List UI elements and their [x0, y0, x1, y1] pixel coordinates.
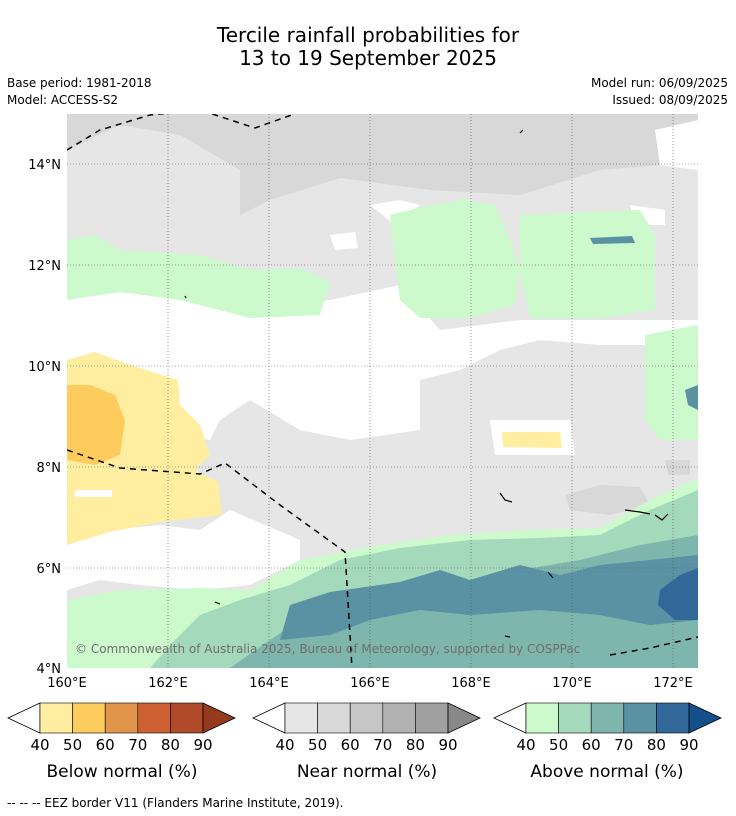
lon-label: 160°E — [47, 676, 87, 691]
below-normal-50-region — [67, 385, 125, 465]
below-normal-40-patch — [502, 432, 562, 448]
colorbar-segment — [525, 702, 559, 734]
lon-label: 172°E — [653, 676, 693, 691]
lat-label: 10°N — [28, 360, 61, 375]
model-run: Model run: 06/09/2025 — [590, 76, 728, 90]
colorbar-tick-label: 90 — [679, 736, 698, 754]
colorbar-tick-label: 60 — [341, 736, 360, 754]
island-outlines — [184, 129, 669, 638]
base-period: Base period: 1981-2018 — [7, 76, 152, 90]
colorbar-segment — [137, 702, 171, 734]
above-normal-40-region-central — [390, 200, 520, 318]
colorbar-segment — [558, 702, 592, 734]
colorbar-segment — [39, 702, 73, 734]
above-normal-70-region — [280, 555, 698, 640]
neutral-zone-patches — [330, 120, 698, 250]
colorbar-above-normal: 40 50 60 70 80 90 — [493, 702, 722, 754]
colorbar-near-normal: 40 50 60 70 80 90 — [252, 702, 481, 754]
above-normal-70-patches — [590, 236, 698, 410]
near-normal-60-patch — [565, 485, 650, 515]
lat-label: 6°N — [37, 562, 62, 577]
colorbar-segment — [72, 702, 106, 734]
colorbar-tick-label: 50 — [63, 736, 82, 754]
colorbar-tick-label: 60 — [96, 736, 115, 754]
above-normal-80-region — [658, 568, 698, 620]
above-normal-40-region-west — [67, 235, 330, 318]
eez-border-lines — [67, 114, 698, 668]
colorbar-segment — [170, 702, 204, 734]
lon-label: 166°E — [350, 676, 390, 691]
lat-label: 12°N — [28, 259, 61, 274]
above-normal-40-region-east — [520, 210, 655, 318]
lat-label: 14°N — [28, 158, 61, 173]
colorbar-tick-label: 80 — [647, 736, 666, 754]
colorbar-segment — [623, 702, 657, 734]
eez-footnote: -- -- -- EEZ border V11 (Flanders Marine… — [7, 796, 344, 810]
colorbar-max-arrow — [688, 702, 722, 734]
colorbar-segment — [590, 702, 625, 734]
colorbar-max-arrow — [447, 702, 481, 734]
colorbar-segment — [349, 702, 384, 734]
longitude-labels: 160°E 162°E 164°E 166°E 168°E 170°E 172°… — [47, 676, 693, 691]
colorbar-segment — [104, 702, 139, 734]
colorbar-tick-label: 90 — [193, 736, 212, 754]
chart-title-line1: Tercile rainfall probabilities for — [216, 23, 520, 47]
colorbar-tick-label: 40 — [516, 736, 535, 754]
colorbar-tick-label: 50 — [308, 736, 327, 754]
neutral-zone-upper — [67, 285, 698, 440]
model-name: Model: ACCESS-S2 — [7, 93, 119, 107]
colorbar-min-arrow — [252, 702, 286, 734]
colorbar-segment — [382, 702, 416, 734]
near-normal-60-region — [67, 114, 698, 215]
above-normal-40-region-far-east — [645, 325, 698, 440]
colorbar-tick-label: 80 — [406, 736, 425, 754]
colorbar-tick-label: 40 — [275, 736, 294, 754]
colorbar-below-normal: 40 50 60 70 80 90 — [7, 702, 236, 754]
near-normal-label: Near normal (%) — [296, 762, 438, 782]
colorbar-tick-label: 80 — [161, 736, 180, 754]
colorbar-tick-label: 70 — [373, 736, 392, 754]
lat-label: 4°N — [37, 662, 62, 677]
above-normal-label: Above normal (%) — [530, 762, 684, 782]
colorbar-tick-label: 90 — [438, 736, 457, 754]
lon-label: 168°E — [451, 676, 491, 691]
neutral-zone-lower — [67, 510, 300, 590]
below-normal-label: Below normal (%) — [46, 762, 198, 782]
colorbar-segment — [284, 702, 318, 734]
colorbar-min-arrow — [7, 702, 41, 734]
near-normal-60-small — [665, 460, 690, 475]
colorbar-tick-label: 50 — [549, 736, 568, 754]
colorbar-segment — [656, 702, 690, 734]
latitude-labels: 14°N 12°N 10°N 8°N 6°N 4°N — [28, 158, 61, 677]
map-gridlines — [67, 114, 698, 668]
map-field — [67, 114, 698, 668]
colorbar-segment — [415, 702, 449, 734]
issued-date: Issued: 08/09/2025 — [612, 93, 728, 107]
colorbar-tick-label: 70 — [128, 736, 147, 754]
colorbar-max-arrow — [202, 702, 236, 734]
copyright-notice: © Commonwealth of Australia 2025, Bureau… — [75, 642, 580, 656]
lat-label: 8°N — [37, 461, 62, 476]
lon-label: 164°E — [249, 676, 289, 691]
colorbar-tick-label: 60 — [582, 736, 601, 754]
colorbar-tick-label: 40 — [30, 736, 49, 754]
colorbar-min-arrow — [493, 702, 527, 734]
lon-label: 162°E — [148, 676, 188, 691]
lon-label: 170°E — [552, 676, 592, 691]
colorbar-segment — [317, 702, 351, 734]
chart-title-line2: 13 to 19 September 2025 — [239, 46, 497, 70]
below-normal-gap — [75, 490, 112, 497]
colorbar-tick-label: 70 — [614, 736, 633, 754]
